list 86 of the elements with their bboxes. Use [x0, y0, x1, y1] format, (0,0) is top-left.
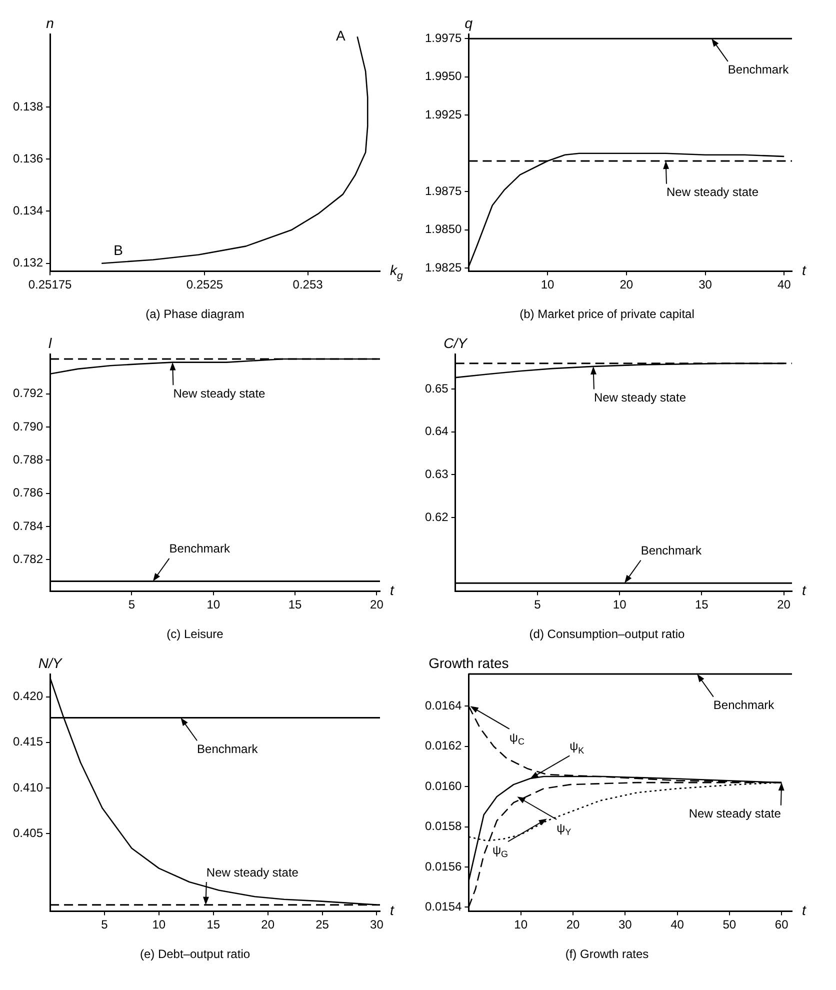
- x-tick-label: 30: [370, 918, 384, 932]
- x-tick-label: 5: [534, 598, 542, 612]
- x-tick-label: 5: [101, 918, 108, 932]
- x-axis-title: t: [390, 582, 395, 598]
- x-axis-title: t: [802, 262, 807, 278]
- annotation: New steady state: [666, 185, 759, 200]
- y-axis-title: Growth rates: [428, 654, 509, 671]
- y-tick-label: 0.0156: [425, 859, 462, 874]
- annotation: New steady state: [688, 806, 782, 821]
- y-tick-label: 0.0162: [425, 738, 462, 753]
- x-tick-label: 15: [695, 598, 709, 612]
- x-tick-label: 20: [620, 278, 634, 292]
- y-tick-label: 0.136: [13, 151, 44, 166]
- annotation: A: [336, 27, 346, 44]
- y-axis-title: n: [46, 14, 54, 31]
- x-tick-label: 10: [540, 278, 555, 292]
- annotation: Benchmark: [728, 62, 790, 77]
- text: (c) Leisure: [166, 627, 224, 642]
- x-tick-label: 10: [206, 598, 220, 612]
- y-tick-label: 0.415: [13, 734, 44, 749]
- text: (d) Consumption–output ratio: [529, 627, 686, 642]
- y-tick-label: 0.792: [13, 386, 44, 400]
- x-tick-label: 50: [722, 918, 736, 932]
- x-tick-label: 20: [566, 918, 580, 932]
- y-tick-label: 1.9850: [425, 222, 462, 236]
- y-tick-label: 0.0164: [425, 698, 462, 712]
- y-tick-label: 0.0154: [425, 899, 462, 914]
- y-tick-label: 1.9875: [425, 184, 462, 198]
- y-tick-label: 0.134: [13, 204, 44, 218]
- y-tick-label: 1.9825: [425, 260, 462, 274]
- x-tick-label: 30: [618, 918, 632, 932]
- y-axis-title: N/Y: [38, 654, 64, 671]
- text: (b) Market price of private capital: [520, 307, 694, 322]
- x-tick-label: 60: [774, 918, 789, 932]
- x-axis-title: t: [802, 902, 807, 918]
- y-axis-title: C/Y: [444, 334, 469, 351]
- y-tick-label: 0.63: [424, 467, 449, 482]
- text: (a) Phase diagram: [146, 307, 244, 322]
- y-tick-label: 0.405: [13, 826, 44, 840]
- y-tick-label: 0.138: [13, 99, 44, 114]
- x-tick-label: 10: [612, 598, 627, 612]
- annotation: B: [114, 242, 123, 258]
- y-tick-label: 0.62: [424, 510, 449, 524]
- x-tick-label: 20: [261, 918, 275, 932]
- x-tick-label: 0.25175: [28, 278, 72, 292]
- x-tick-label: 10: [514, 918, 528, 932]
- y-tick-label: 0.410: [13, 780, 44, 794]
- x-tick-label: 0.253: [292, 278, 324, 292]
- y-tick-label: 1.9950: [425, 69, 462, 84]
- x-axis-title: t: [802, 582, 807, 598]
- x-tick-label: 40: [670, 918, 684, 932]
- text: (e) Debt–output ratio: [140, 947, 250, 962]
- y-tick-label: 0.65: [424, 381, 449, 396]
- annotation: New steady state: [173, 386, 266, 400]
- y-tick-label: 0.64: [424, 424, 449, 438]
- y-tick-label: 1.9925: [425, 107, 462, 122]
- x-tick-label: 40: [777, 278, 792, 292]
- text: (f) Growth rates: [565, 947, 649, 962]
- annotation: New steady state: [594, 390, 686, 405]
- y-tick-label: 0.132: [13, 256, 44, 270]
- annotation: New steady state: [206, 865, 299, 880]
- x-tick-label: 20: [370, 598, 384, 612]
- y-tick-label: 0.0158: [425, 819, 462, 834]
- y-axis-title: q: [464, 14, 473, 31]
- x-tick-label: 15: [288, 598, 302, 612]
- y-tick-label: 0.786: [13, 486, 44, 500]
- x-tick-label: 25: [316, 918, 330, 932]
- y-tick-label: 0.784: [13, 518, 44, 533]
- y-tick-label: 0.420: [13, 689, 44, 704]
- x-axis-title: t: [390, 902, 395, 918]
- annotation: Benchmark: [640, 544, 703, 558]
- y-tick-label: 0.782: [13, 552, 44, 566]
- x-tick-label: 20: [777, 598, 791, 612]
- y-axis-title: l: [48, 334, 52, 351]
- x-tick-label: 0.2525: [186, 278, 224, 292]
- annotation: Benchmark: [197, 742, 259, 756]
- x-tick-label: 5: [128, 598, 136, 612]
- annotation: Benchmark: [169, 542, 231, 556]
- y-tick-label: 0.0160: [425, 778, 462, 793]
- y-tick-label: 0.788: [13, 452, 44, 466]
- x-tick-label: 10: [152, 918, 166, 932]
- annotation: Benchmark: [713, 698, 776, 712]
- y-tick-label: 1.9975: [425, 30, 462, 45]
- x-tick-label: 15: [206, 918, 220, 932]
- x-tick-label: 30: [698, 278, 712, 292]
- y-tick-label: 0.790: [13, 419, 44, 434]
